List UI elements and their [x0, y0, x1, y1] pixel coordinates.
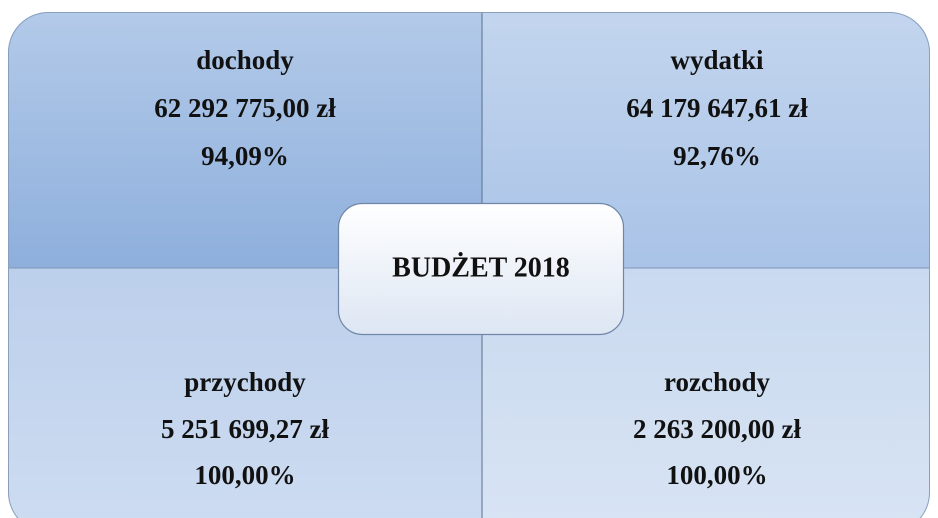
- quadrant-title: rozchody: [664, 367, 770, 397]
- quadrant-percent: 100,00%: [194, 460, 295, 490]
- quadrant-title: wydatki: [670, 45, 764, 75]
- quadrant-amount: 64 179 647,61 zł: [626, 93, 808, 123]
- quadrant-title: przychody: [184, 367, 306, 397]
- center-title: BUDŻET 2018: [392, 252, 570, 283]
- quadrants: [8, 12, 930, 518]
- quadrant-title: dochody: [196, 45, 294, 75]
- outer-border: [8, 12, 930, 518]
- quadrant-amount: 62 292 775,00 zł: [154, 93, 336, 123]
- quadrant-percent: 92,76%: [673, 141, 761, 171]
- quadrant-amount: 5 251 699,27 zł: [161, 414, 329, 444]
- center-box: [337, 202, 625, 336]
- quadrant-amount: 2 263 200,00 zł: [633, 414, 801, 444]
- quadrant-percent: 94,09%: [201, 141, 289, 171]
- quadrant-percent: 100,00%: [666, 460, 767, 490]
